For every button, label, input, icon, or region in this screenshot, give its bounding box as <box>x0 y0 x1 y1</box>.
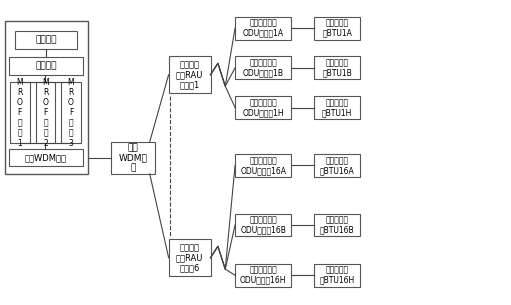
Bar <box>111 142 155 174</box>
Bar <box>36 82 55 143</box>
Text: 上联模块: 上联模块 <box>35 35 57 44</box>
Bar <box>169 56 211 93</box>
Bar <box>61 82 81 143</box>
Text: 主控模块: 主控模块 <box>35 61 57 70</box>
Bar <box>235 96 291 119</box>
Text: M
R
O
F
模
块
3: M R O F 模 块 3 <box>68 78 74 148</box>
Text: 局端WDM模块: 局端WDM模块 <box>25 153 67 162</box>
Text: 带宽业务单
元BTU1A: 带宽业务单 元BTU1A <box>322 19 352 38</box>
Text: 远端天线
单元RAU
及天由6: 远端天线 单元RAU 及天由6 <box>176 243 203 272</box>
Bar <box>9 149 83 166</box>
Bar <box>10 82 30 143</box>
Text: 远端天线
单元RAU
及天由1: 远端天线 单元RAU 及天由1 <box>176 60 203 89</box>
Text: 带宽业务单
元BTU1H: 带宽业务单 元BTU1H <box>322 98 353 117</box>
Text: M
R
O
F
模
块
1: M R O F 模 块 1 <box>17 78 23 148</box>
Bar <box>15 30 77 49</box>
Bar <box>169 239 211 276</box>
Text: 带宽业务单
元BTU16B: 带宽业务单 元BTU16B <box>320 215 355 235</box>
Bar <box>314 264 360 287</box>
Bar <box>314 17 360 40</box>
Text: 室外数据单元
ODU及天由1A: 室外数据单元 ODU及天由1A <box>243 19 284 38</box>
Bar <box>314 214 360 236</box>
Text: 远端
WDM模
块: 远端 WDM模 块 <box>119 143 148 172</box>
Bar <box>235 214 291 236</box>
Text: 室外数据单元
ODU及天由16A: 室外数据单元 ODU及天由16A <box>240 156 286 175</box>
Bar <box>235 154 291 177</box>
Text: 室外数据单元
ODU及天由16H: 室外数据单元 ODU及天由16H <box>240 266 286 285</box>
Bar <box>314 56 360 79</box>
Bar <box>235 17 291 40</box>
Text: M
R
O
F
模
块
2: M R O F 模 块 2 <box>42 78 49 148</box>
Text: 室外数据单元
ODU及天由1H: 室外数据单元 ODU及天由1H <box>242 98 284 117</box>
Text: 室外数据单元
ODU及天由1B: 室外数据单元 ODU及天由1B <box>243 58 284 77</box>
Text: 带宽业务单
元BTU1B: 带宽业务单 元BTU1B <box>322 58 352 77</box>
Bar <box>314 154 360 177</box>
Text: 带宽业务单
元BTU16H: 带宽业务单 元BTU16H <box>320 266 355 285</box>
Bar <box>235 56 291 79</box>
Bar <box>9 57 83 75</box>
Text: 室外数据单元
ODU及天由16B: 室外数据单元 ODU及天由16B <box>240 215 286 235</box>
Bar <box>5 21 88 174</box>
Text: 带宽业务单
元BTU16A: 带宽业务单 元BTU16A <box>320 156 355 175</box>
Bar <box>235 264 291 287</box>
Bar <box>314 96 360 119</box>
